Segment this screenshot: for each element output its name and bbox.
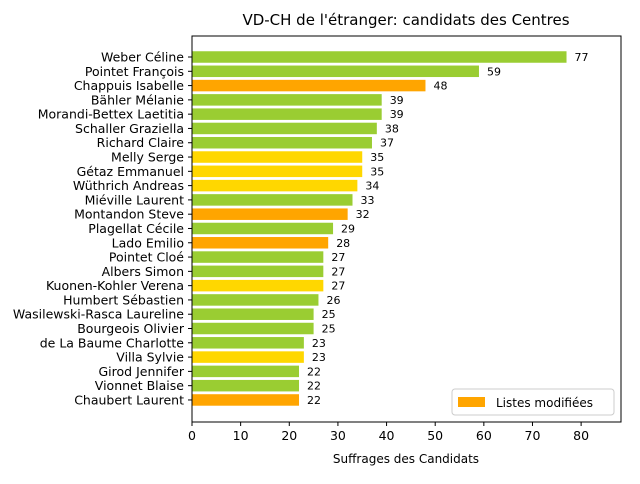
bar — [192, 108, 382, 120]
bar-value-label: 22 — [307, 380, 321, 393]
bar-value-label: 35 — [370, 165, 384, 178]
y-tick-label: Morandi-Bettex Laetitia — [38, 107, 184, 122]
y-tick-label: Chaubert Laurent — [74, 392, 184, 407]
x-tick-label: 60 — [476, 428, 492, 443]
y-tick-label: Girod Jennifer — [98, 364, 184, 379]
bar — [192, 194, 353, 206]
x-tick-label: 50 — [427, 428, 443, 443]
y-tick-label: Montandon Steve — [74, 207, 184, 222]
y-tick-label: Weber Céline — [101, 50, 184, 65]
y-tick-label: Bähler Mélanie — [91, 92, 184, 107]
legend-frame — [451, 388, 615, 416]
x-tick-label: 70 — [525, 428, 541, 443]
y-tick-label: Gétaz Emmanuel — [77, 164, 184, 179]
bar-value-label: 22 — [307, 365, 321, 378]
bar-value-label: 27 — [331, 251, 345, 264]
bar-value-label: 22 — [307, 394, 321, 407]
bar — [192, 265, 324, 278]
plot-frame — [191, 35, 622, 423]
bar-value-label: 32 — [356, 208, 370, 221]
y-tick-label: Villa Sylvie — [116, 350, 184, 365]
bar — [192, 208, 348, 220]
bar — [192, 337, 304, 349]
y-tick-label: Melly Serge — [111, 150, 184, 165]
bar — [192, 222, 334, 235]
bar — [192, 279, 324, 292]
y-tick-label: Chappuis Isabelle — [74, 78, 184, 93]
legend: Listes modifiées — [451, 388, 615, 416]
bars-layer: 7759483939383735353433322928272727262525… — [192, 51, 589, 407]
bar-value-label: 39 — [390, 108, 404, 121]
bar-value-label: 37 — [380, 137, 394, 150]
bar-value-label: 38 — [385, 122, 399, 135]
bar-value-label: 77 — [575, 51, 589, 64]
y-tick-label: Wüthrich Andreas — [73, 178, 184, 193]
bar — [192, 165, 363, 178]
bar — [192, 65, 479, 78]
bar — [192, 237, 329, 249]
bar-value-label: 35 — [370, 151, 384, 164]
bar — [192, 151, 363, 163]
bar — [192, 79, 426, 92]
bar — [192, 122, 377, 135]
x-tick-label: 80 — [573, 428, 589, 443]
x-tick-label: 10 — [233, 428, 249, 443]
bar-value-label: 48 — [433, 80, 447, 93]
bar — [192, 351, 304, 363]
bar-value-label: 34 — [365, 180, 379, 193]
bar-value-label: 27 — [331, 265, 345, 278]
bar-value-label: 59 — [487, 65, 501, 78]
y-tick-label: Vionnet Blaise — [95, 378, 185, 393]
x-tick-label: 30 — [330, 428, 346, 443]
bar — [192, 365, 300, 378]
bar-value-label: 26 — [326, 294, 340, 307]
legend-label: Listes modifiées — [496, 396, 593, 410]
bar-value-label: 28 — [336, 237, 350, 250]
bar — [192, 379, 300, 392]
bar-value-label: 25 — [322, 323, 336, 336]
bar-value-label: 39 — [390, 94, 404, 107]
bar — [192, 322, 314, 335]
bar-value-label: 29 — [341, 222, 355, 235]
x-tick-label: 40 — [379, 428, 395, 443]
y-tick-label: Pointet Cloé — [109, 250, 184, 265]
x-tick-label: 20 — [281, 428, 297, 443]
y-tick-label: Humbert Sébastien — [63, 292, 184, 307]
y-tick-label: Wasilewski-Rasca Laureline — [13, 307, 184, 322]
bar-value-label: 27 — [331, 280, 345, 293]
y-tick-label: Kuonen-Kohler Verena — [46, 278, 184, 293]
bar-value-label: 25 — [322, 308, 336, 321]
y-tick-label: Pointet François — [85, 64, 184, 79]
x-axis-label: Suffrages des Candidats — [333, 452, 479, 466]
chart-title: VD-CH de l'étranger: candidats des Centr… — [242, 11, 569, 29]
bar — [192, 179, 358, 192]
legend-swatch — [458, 397, 485, 407]
bar — [192, 94, 382, 106]
y-tick-label: Richard Claire — [97, 135, 185, 150]
y-tick-label: Bourgeois Olivier — [77, 321, 185, 336]
y-tick-label: Albers Simon — [102, 264, 184, 279]
bar — [192, 308, 314, 320]
bar — [192, 51, 567, 63]
bar — [192, 394, 300, 406]
bar — [192, 136, 372, 149]
y-tick-label: de La Baume Charlotte — [40, 335, 185, 350]
y-tick-label: Schaller Graziella — [75, 121, 184, 136]
bar-value-label: 23 — [312, 351, 326, 364]
y-tick-label: Miéville Laurent — [85, 192, 184, 207]
y-tick-label: Plagellat Cécile — [88, 221, 184, 236]
y-tick-label: Lado Emilio — [112, 235, 184, 250]
bar — [192, 251, 324, 263]
bar — [192, 294, 319, 306]
x-tick-label: 0 — [188, 428, 196, 443]
bar-value-label: 33 — [361, 194, 375, 207]
bar-value-label: 23 — [312, 337, 326, 350]
